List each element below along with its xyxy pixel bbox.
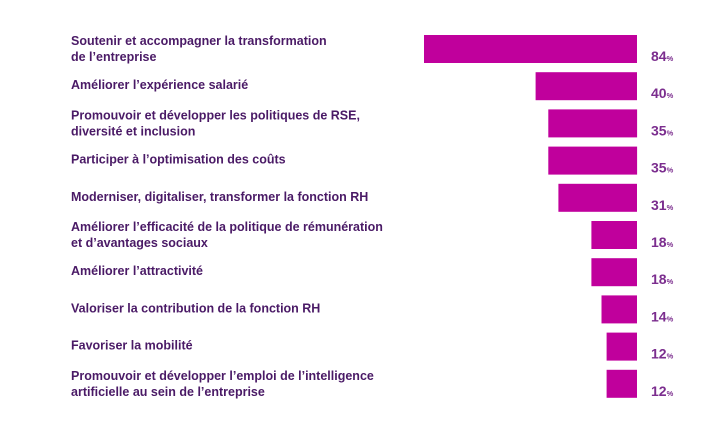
bar-4 bbox=[548, 146, 638, 175]
value-label-4: 35% bbox=[651, 160, 674, 176]
value-unit: % bbox=[667, 54, 674, 63]
category-label-line: Favoriser la mobilité bbox=[71, 339, 193, 353]
value-number: 35 bbox=[651, 160, 667, 176]
category-label-line: Améliorer l’expérience salarié bbox=[71, 78, 248, 92]
category-labels: Soutenir et accompagner la transformatio… bbox=[71, 34, 383, 399]
category-label-7: Améliorer l’attractivité bbox=[71, 264, 203, 278]
value-label-6: 18% bbox=[651, 234, 674, 250]
value-number: 18 bbox=[651, 271, 667, 287]
value-unit: % bbox=[667, 128, 674, 137]
value-label-7: 18% bbox=[651, 271, 674, 287]
bar-8 bbox=[601, 295, 637, 324]
category-label-1: Soutenir et accompagner la transformatio… bbox=[71, 34, 327, 64]
value-unit: % bbox=[667, 314, 674, 323]
value-unit: % bbox=[667, 166, 674, 175]
bar-7 bbox=[591, 258, 637, 287]
value-number: 18 bbox=[651, 234, 667, 250]
value-number: 35 bbox=[651, 122, 667, 138]
category-label-5: Moderniser, digitaliser, transformer la … bbox=[71, 190, 368, 204]
bar-10 bbox=[606, 369, 637, 398]
bar-3 bbox=[548, 109, 638, 138]
value-number: 12 bbox=[651, 383, 667, 399]
category-label-10: Promouvoir et développer l’emploi de l’i… bbox=[71, 369, 374, 399]
category-label-2: Améliorer l’expérience salarié bbox=[71, 78, 248, 92]
value-label-5: 31% bbox=[651, 197, 674, 213]
category-label-4: Participer à l’optimisation des coûts bbox=[71, 153, 286, 167]
value-number: 84 bbox=[651, 48, 667, 64]
category-label-9: Favoriser la mobilité bbox=[71, 339, 193, 353]
bar-9 bbox=[606, 332, 637, 361]
value-unit: % bbox=[667, 352, 674, 361]
category-label-6: Améliorer l’efficacité de la politique d… bbox=[71, 220, 383, 250]
category-label-line: Moderniser, digitaliser, transformer la … bbox=[71, 190, 368, 204]
value-label-3: 35% bbox=[651, 122, 674, 138]
value-number: 40 bbox=[651, 85, 667, 101]
value-unit: % bbox=[667, 91, 674, 100]
bar-1 bbox=[424, 35, 637, 63]
value-number: 14 bbox=[651, 308, 667, 324]
category-label-line: Soutenir et accompagner la transformatio… bbox=[71, 34, 327, 48]
bar-2 bbox=[535, 72, 637, 101]
category-label-line: Promouvoir et développer les politiques … bbox=[71, 108, 360, 122]
category-label-8: Valoriser la contribution de la fonction… bbox=[71, 301, 320, 315]
value-number: 31 bbox=[651, 197, 667, 213]
value-label-1: 84% bbox=[651, 48, 674, 64]
category-label-line: Valoriser la contribution de la fonction… bbox=[71, 301, 320, 315]
category-label-line: diversité et inclusion bbox=[71, 124, 195, 138]
category-label-line: artificielle au sein de l’entreprise bbox=[71, 385, 265, 399]
category-label-line: Améliorer l’attractivité bbox=[71, 264, 203, 278]
value-label-10: 12% bbox=[651, 383, 674, 399]
category-label-line: de l’entreprise bbox=[71, 50, 156, 64]
value-unit: % bbox=[667, 277, 674, 286]
value-unit: % bbox=[667, 203, 674, 212]
value-labels: 84%40%35%35%31%18%18%14%12%12% bbox=[651, 48, 674, 399]
value-label-8: 14% bbox=[651, 308, 674, 324]
category-label-line: et d’avantages sociaux bbox=[71, 236, 208, 250]
value-label-2: 40% bbox=[651, 85, 674, 101]
category-label-line: Participer à l’optimisation des coûts bbox=[71, 153, 286, 167]
value-number: 12 bbox=[651, 346, 667, 362]
bars bbox=[424, 35, 638, 398]
category-label-line: Améliorer l’efficacité de la politique d… bbox=[71, 220, 383, 234]
bar-5 bbox=[558, 183, 637, 212]
value-unit: % bbox=[667, 240, 674, 249]
category-label-line: Promouvoir et développer l’emploi de l’i… bbox=[71, 369, 374, 383]
bar-6 bbox=[591, 221, 637, 249]
category-label-3: Promouvoir et développer les politiques … bbox=[71, 108, 360, 138]
value-label-9: 12% bbox=[651, 346, 674, 362]
value-unit: % bbox=[667, 389, 674, 398]
